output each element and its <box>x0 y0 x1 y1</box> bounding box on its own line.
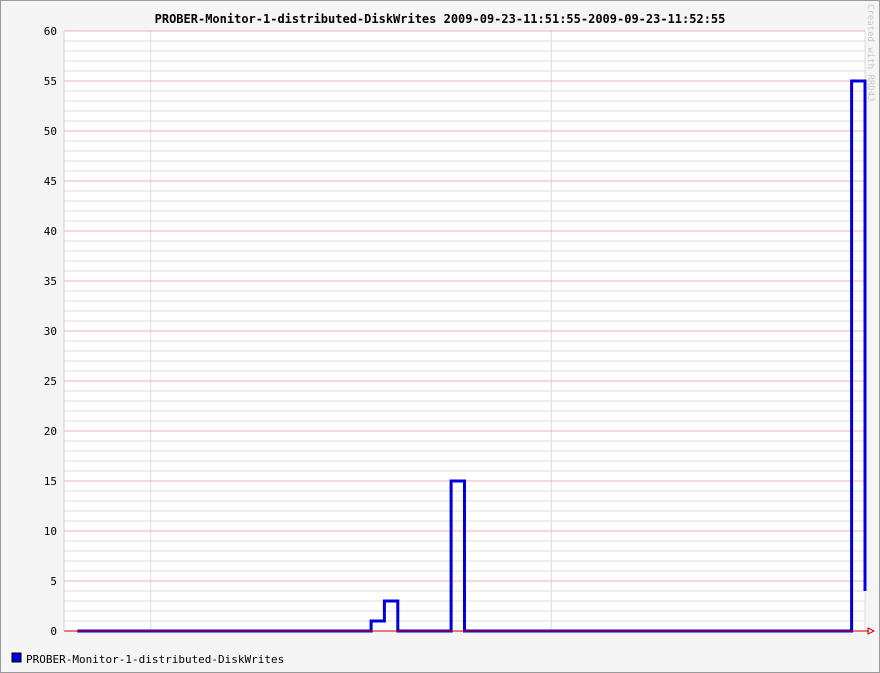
y-tick-label: 10 <box>44 525 57 538</box>
y-tick-label: 60 <box>44 25 57 38</box>
y-tick-label: 55 <box>44 75 57 88</box>
legend-swatch <box>11 652 22 663</box>
chart-title: PROBER-Monitor-1-distributed-DiskWrites … <box>155 12 726 26</box>
legend: PROBER-Monitor-1-distributed-DiskWrites <box>11 652 284 666</box>
y-tick-label: 30 <box>44 325 57 338</box>
y-tick-label: 5 <box>50 575 57 588</box>
y-tick-label: 20 <box>44 425 57 438</box>
y-axis-ticks: 0 5 10 15 20 25 30 35 40 45 50 55 60 <box>44 25 57 638</box>
y-tick-label: 25 <box>44 375 57 388</box>
legend-label: PROBER-Monitor-1-distributed-DiskWrites <box>26 653 284 666</box>
y-tick-label: 45 <box>44 175 57 188</box>
x-axis-arrow <box>867 627 876 635</box>
y-tick-label: 35 <box>44 275 57 288</box>
y-tick-label: 15 <box>44 475 57 488</box>
axes <box>63 31 876 635</box>
y-tick-label: 50 <box>44 125 57 138</box>
watermark: Created with RRD4J <box>865 4 875 102</box>
y-tick-label: 40 <box>44 225 57 238</box>
y-tick-label: 0 <box>50 625 57 638</box>
